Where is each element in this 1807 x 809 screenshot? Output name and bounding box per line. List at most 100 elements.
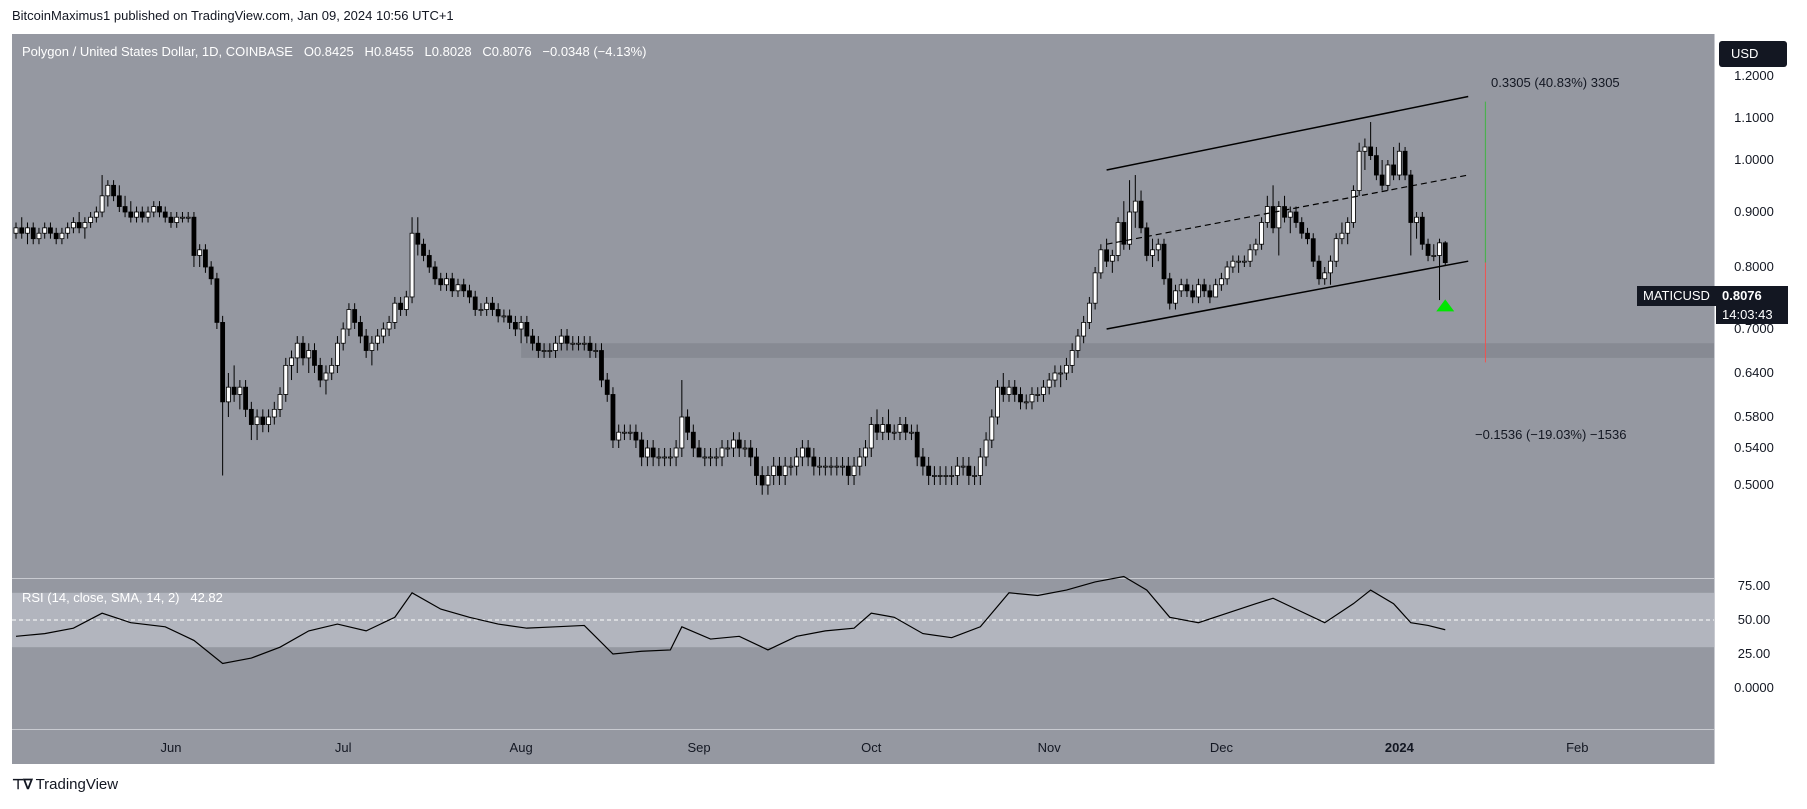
candle-body: [909, 431, 914, 434]
candle: [289, 350, 294, 381]
candle-body: [254, 416, 260, 425]
candle-body: [1241, 260, 1247, 263]
candle: [449, 272, 455, 297]
candle: [1293, 206, 1299, 228]
candle-body: [966, 465, 972, 476]
candle-body: [857, 456, 863, 467]
candle: [375, 329, 381, 351]
candle-body: [329, 364, 335, 374]
candle: [139, 206, 145, 223]
candle-body: [1127, 211, 1132, 245]
candle: [1190, 284, 1196, 304]
candle: [369, 336, 375, 366]
candle-body: [1310, 238, 1316, 262]
candle-body: [1396, 150, 1402, 176]
candle-body: [524, 322, 530, 337]
candle-body: [1064, 364, 1069, 374]
chart-canvas[interactable]: 75.00 50.00 25.00 0.0000 1.2000 1.1000 1.0000…: [12, 34, 1794, 764]
candle-body: [25, 227, 30, 234]
candle-body: [220, 322, 226, 403]
candle-body: [530, 335, 535, 344]
candle: [490, 296, 495, 316]
candle-body: [1419, 216, 1425, 245]
price-axis-tick: 1.2000: [1734, 68, 1774, 83]
candle: [822, 456, 828, 476]
candle-body: [294, 342, 300, 359]
candle: [926, 456, 932, 485]
candle: [266, 409, 271, 433]
candle-body: [1230, 260, 1236, 268]
candle-body: [696, 447, 702, 458]
candle-body: [42, 227, 48, 234]
price-axis-tick: 0.5400: [1734, 440, 1774, 455]
candle: [300, 336, 306, 366]
candle: [421, 238, 426, 262]
candle-body: [667, 456, 673, 459]
candle-body: [926, 465, 932, 476]
candle-body: [128, 211, 134, 218]
candle: [782, 456, 788, 485]
candle: [627, 424, 633, 441]
candle: [1029, 387, 1035, 410]
candle-body: [983, 439, 989, 458]
candle: [116, 185, 122, 212]
candle: [1316, 255, 1322, 285]
candle-body: [771, 465, 777, 476]
candle: [1075, 329, 1081, 358]
candle-body: [1023, 401, 1029, 404]
candle-body: [168, 216, 174, 223]
candle: [1150, 238, 1155, 267]
candle-body: [868, 424, 874, 449]
candle: [1299, 217, 1305, 239]
candle: [312, 343, 317, 373]
last-price-tag: 0.8076 14:03:43: [1716, 286, 1788, 324]
candle-body: [817, 465, 822, 468]
candle: [53, 227, 59, 245]
candle: [283, 357, 289, 402]
candle: [886, 409, 891, 441]
candle: [36, 227, 42, 245]
price-axis-tick: 1.0000: [1734, 152, 1774, 167]
candle: [731, 432, 736, 457]
candle-body: [558, 335, 564, 344]
candle-body: [289, 357, 294, 366]
candle: [432, 261, 438, 285]
candle-body: [633, 431, 639, 441]
candle-body: [1184, 284, 1190, 292]
footer-brand[interactable]: ⊤∇ TradingView: [12, 776, 118, 793]
candle-body: [553, 342, 558, 351]
candle-body: [271, 408, 277, 418]
time-axis-tick: Jul: [335, 740, 352, 755]
candle: [1437, 238, 1442, 301]
candle: [512, 315, 518, 337]
price-axis-tick: 0.5000: [1734, 477, 1774, 492]
candle-body: [599, 350, 604, 381]
candle-body: [886, 424, 891, 433]
candle-body: [1345, 222, 1351, 234]
candle-body: [1316, 260, 1322, 280]
candle: [1000, 373, 1006, 402]
candle-body: [1437, 242, 1442, 256]
candle: [673, 440, 679, 467]
rsi-legend: RSI (14, close, SMA, 14, 2) 42.82: [22, 590, 223, 605]
candle: [805, 440, 811, 467]
candle: [254, 409, 260, 441]
candle: [690, 424, 696, 457]
candle-body: [1029, 394, 1035, 403]
candle-body: [1442, 242, 1448, 263]
candle-body: [954, 465, 960, 476]
candle: [1236, 255, 1242, 273]
candle: [834, 456, 840, 476]
candle: [277, 387, 283, 417]
candle-body: [363, 335, 369, 351]
currency-button[interactable]: USD: [1719, 41, 1787, 67]
candle-body: [828, 465, 834, 468]
candle-body: [398, 302, 403, 310]
rsi-value: 42.82: [190, 590, 223, 605]
candle-body: [937, 475, 943, 477]
candle-body: [1190, 290, 1196, 298]
candle-body: [490, 302, 495, 310]
candle-body: [742, 447, 748, 450]
price-pane-background: [12, 34, 1714, 578]
candle: [294, 336, 300, 373]
